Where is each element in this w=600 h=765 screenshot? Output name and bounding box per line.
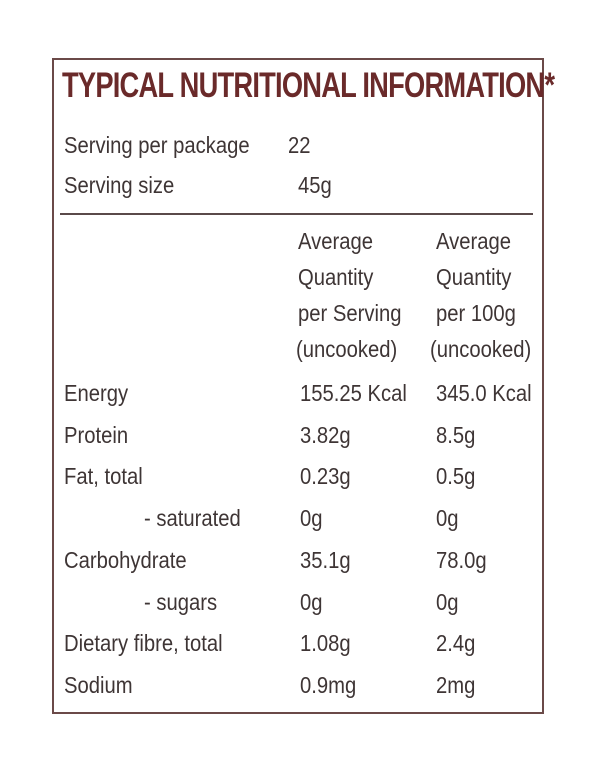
col2-header-line1: Average bbox=[436, 228, 512, 254]
col1-header-line1: Average bbox=[298, 228, 374, 254]
col2-header-line3: per 100g bbox=[436, 300, 516, 326]
row-fat-total-per-serving: 0.23g bbox=[300, 463, 351, 489]
serving-per-package-value: 22 bbox=[288, 132, 311, 158]
nutrition-panel bbox=[52, 58, 544, 714]
serving-size-value: 45g bbox=[298, 172, 332, 198]
row-label-saturated: - saturated bbox=[144, 505, 241, 531]
row-carbohydrate-per-serving: 35.1g bbox=[300, 547, 351, 573]
row-saturated-per-100g: 0g bbox=[436, 505, 459, 531]
row-fat-total-per-100g: 0.5g bbox=[436, 463, 476, 489]
row-label-dietary-fibre: Dietary fibre, total bbox=[64, 630, 223, 656]
row-sugars-per-serving: 0g bbox=[300, 589, 323, 615]
row-sodium-per-100g: 2mg bbox=[436, 672, 476, 698]
row-label-protein: Protein bbox=[64, 422, 129, 448]
row-protein-per-serving: 3.82g bbox=[300, 422, 351, 448]
row-label-sodium: Sodium bbox=[64, 672, 133, 698]
col1-header-line4: (uncooked) bbox=[296, 336, 398, 362]
row-label-energy: Energy bbox=[64, 380, 129, 406]
row-label-carbohydrate: Carbohydrate bbox=[64, 547, 187, 573]
row-sodium-per-serving: 0.9mg bbox=[300, 672, 357, 698]
panel-title: TYPICAL NUTRITIONAL INFORMATION* bbox=[62, 66, 555, 105]
serving-per-package-label: Serving per package bbox=[64, 132, 250, 158]
row-dietary-fibre-per-serving: 1.08g bbox=[300, 630, 351, 656]
divider bbox=[60, 213, 533, 215]
col1-header-line3: per Serving bbox=[298, 300, 402, 326]
row-label-sugars: - sugars bbox=[144, 589, 218, 615]
row-saturated-per-serving: 0g bbox=[300, 505, 323, 531]
row-dietary-fibre-per-100g: 2.4g bbox=[436, 630, 476, 656]
row-carbohydrate-per-100g: 78.0g bbox=[436, 547, 487, 573]
row-energy-per-100g: 345.0 Kcal bbox=[436, 380, 532, 406]
row-sugars-per-100g: 0g bbox=[436, 589, 459, 615]
row-protein-per-100g: 8.5g bbox=[436, 422, 476, 448]
row-energy-per-serving: 155.25 Kcal bbox=[300, 380, 407, 406]
row-label-fat-total: Fat, total bbox=[64, 463, 143, 489]
col1-header-line2: Quantity bbox=[298, 264, 374, 290]
serving-size-label: Serving size bbox=[64, 172, 175, 198]
col2-header-line2: Quantity bbox=[436, 264, 512, 290]
col2-header-line4: (uncooked) bbox=[430, 336, 532, 362]
